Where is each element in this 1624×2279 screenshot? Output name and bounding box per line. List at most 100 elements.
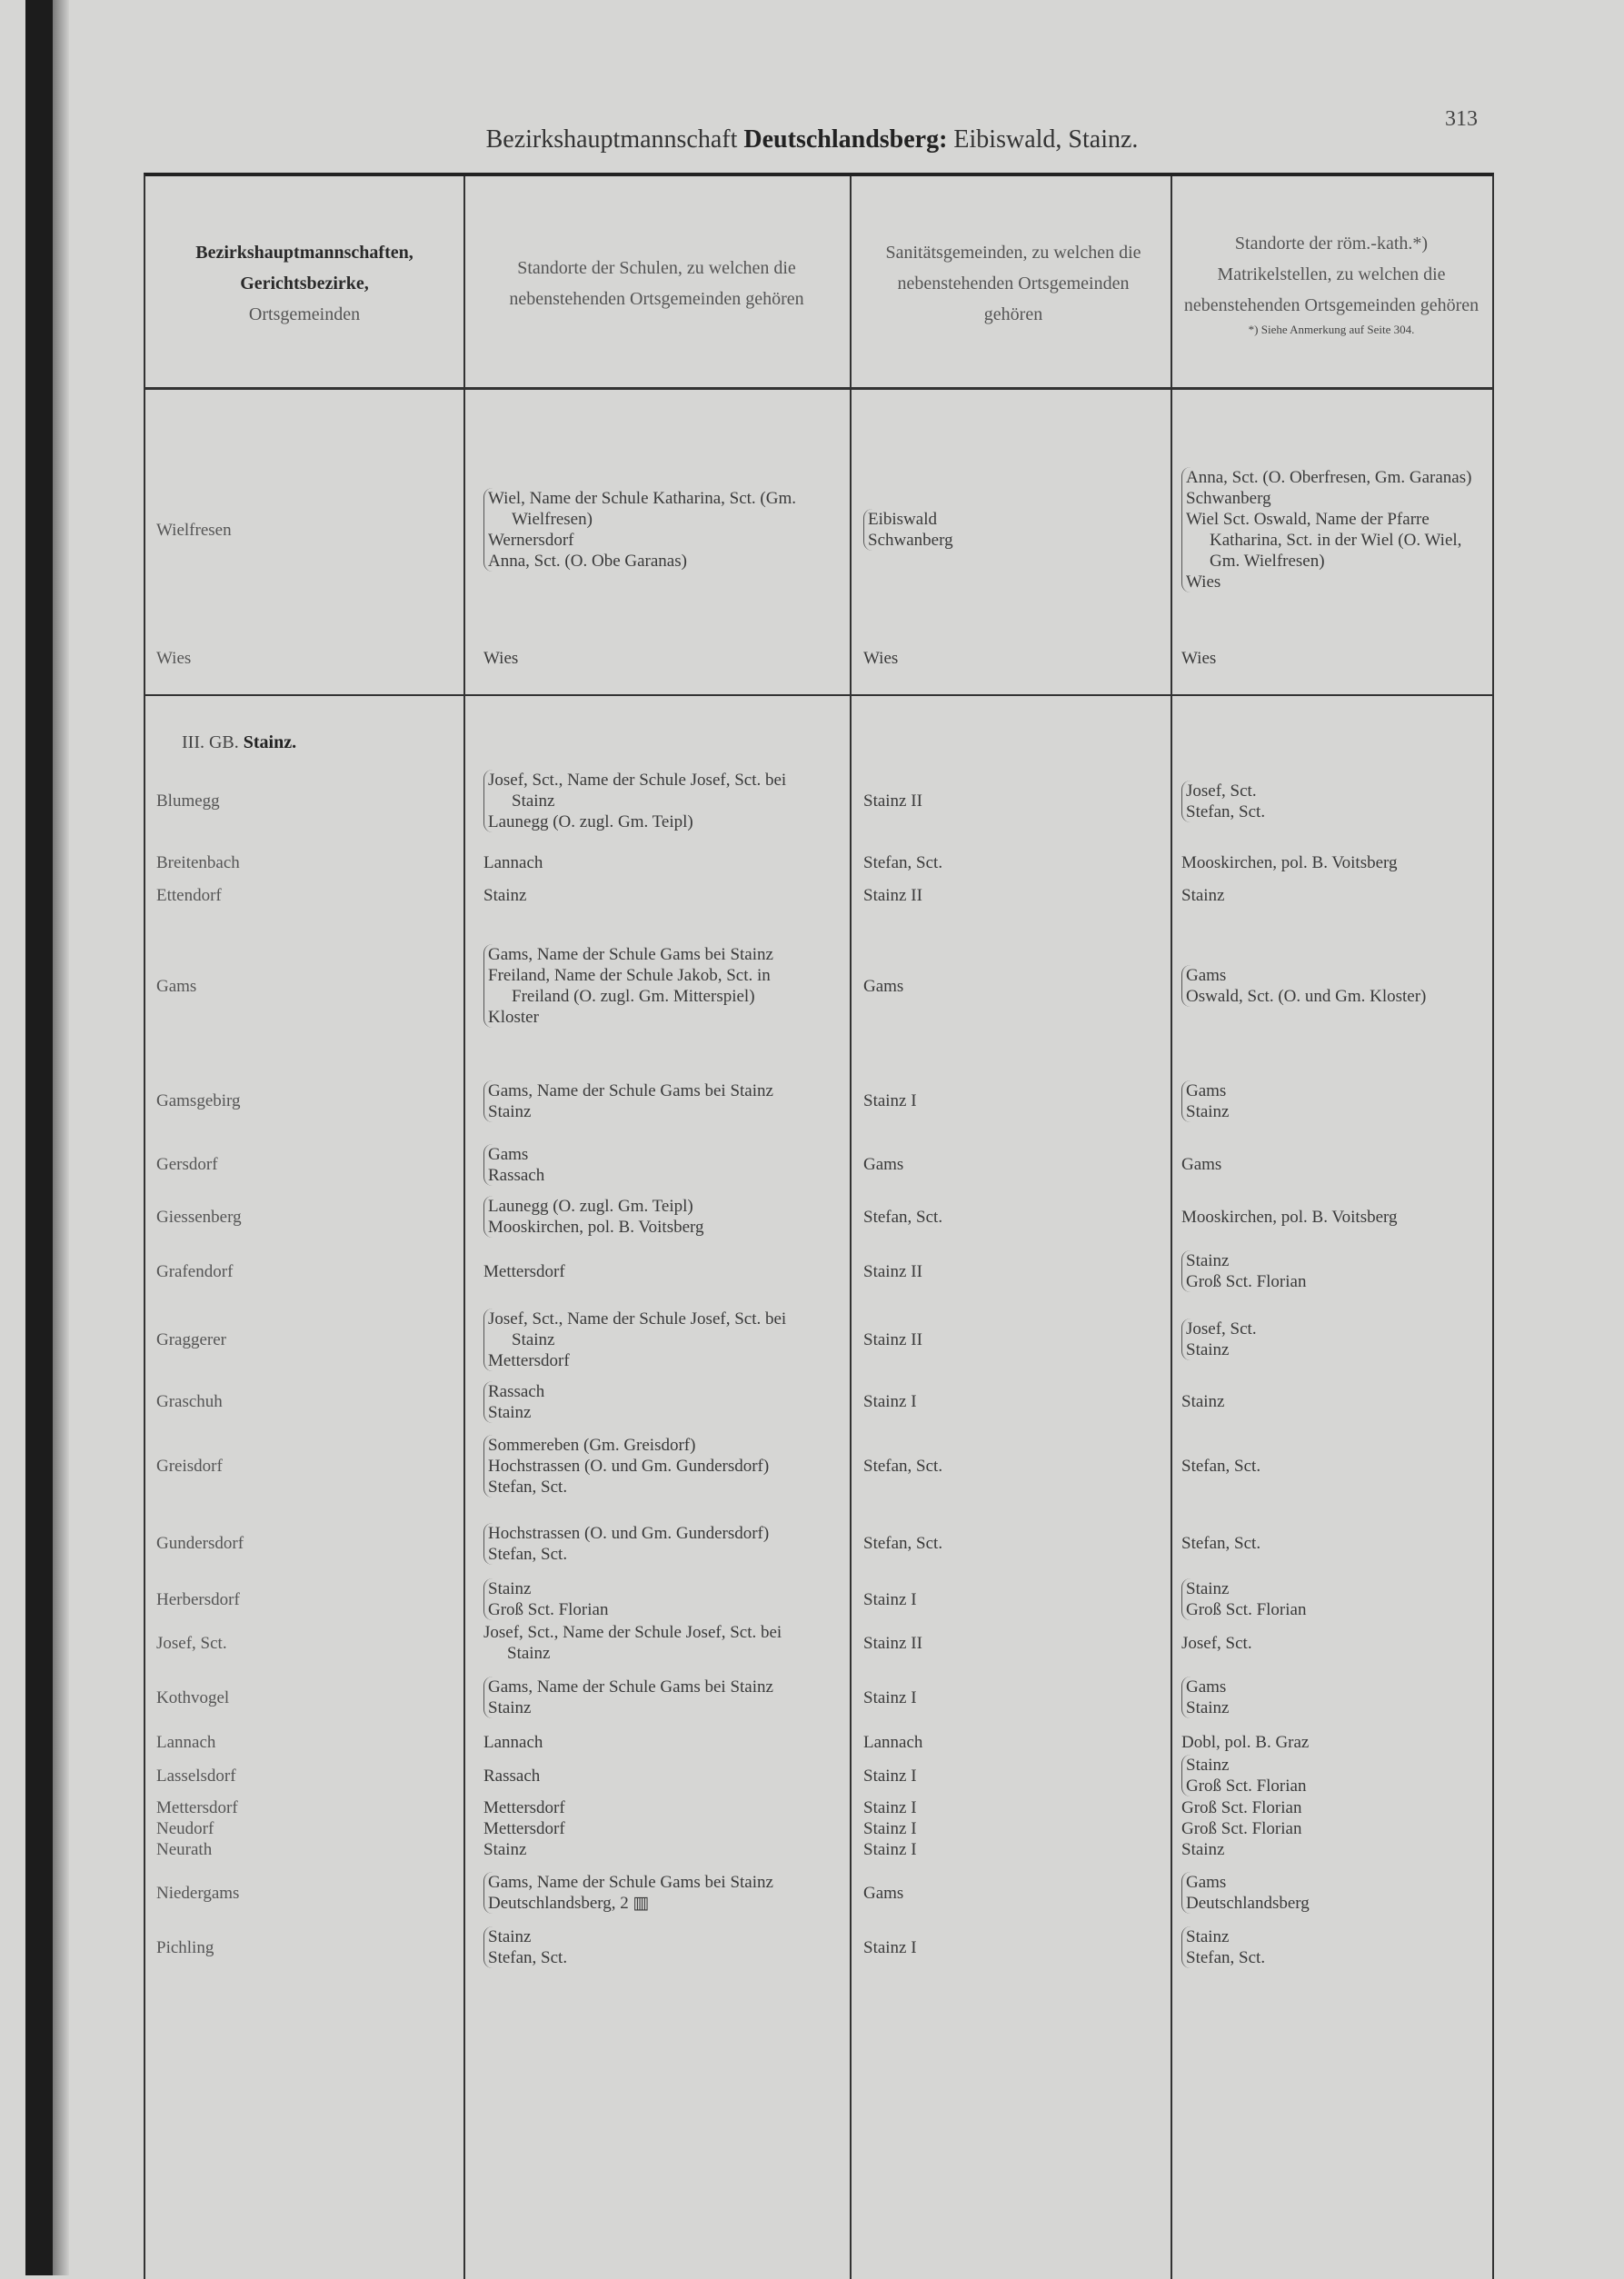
registry-cell-group: Gams Oswald, Sct. (O. und Gm. Kloster) — [1181, 965, 1481, 1007]
school-cell-group: Mettersdorf — [483, 1261, 829, 1282]
municipality-cell: Blumegg — [156, 758, 447, 844]
entry: Stainz II — [863, 885, 922, 905]
registry-cell: Gams — [1181, 1140, 1481, 1189]
sanitary-cell-group: Stainz I — [863, 1090, 1163, 1111]
municipality-name: Gersdorf — [156, 1155, 218, 1174]
municipality-cell: Mettersdorf — [156, 1797, 447, 1818]
sanitary-cell: Stainz I — [863, 1665, 1163, 1730]
school-cell: Josef, Sct., Name der Schule Josef, Sct.… — [483, 1299, 829, 1380]
school-cell-group: Stainz Groß Sct. Florian — [483, 1578, 829, 1620]
municipality-name: Wielfresen — [156, 520, 232, 540]
municipality-cell: Lasselsdorf — [156, 1754, 447, 1797]
sanitary-cell: Stainz I — [863, 1797, 1163, 1818]
registry-cell: Gams Stainz — [1181, 1062, 1481, 1140]
entry: Anna, Sct. (O. Oberfresen, Gm. Garanas) — [1186, 468, 1472, 487]
sanitary-cell-group: Stainz I — [863, 1766, 1163, 1786]
registry-cell: Groß Sct. Florian — [1181, 1818, 1481, 1839]
school-cell: Josef, Sct., Name der Schule Josef, Sct.… — [483, 758, 829, 844]
table-row: Gersdorf Gams Rassach Gams Gams — [145, 1140, 1492, 1189]
school-cell: Mettersdorf — [483, 1818, 829, 1839]
entry: Oswald, Sct. (O. und Gm. Kloster) — [1186, 987, 1427, 1006]
sanitary-cell-group: Stefan, Sct. — [863, 1207, 1163, 1228]
registry-cell-group: Mooskirchen, pol. B. Voitsberg — [1181, 1207, 1481, 1228]
entry: Stainz I — [863, 1798, 917, 1817]
entry: Deutschlandsberg, 2 ▥ — [488, 1894, 650, 1913]
municipality-cell-group: Graggerer — [156, 1329, 447, 1350]
entry: Lannach — [483, 1732, 543, 1752]
municipality-cell: Grafendorf — [156, 1244, 447, 1299]
municipality-cell-group: Mettersdorf — [156, 1797, 447, 1818]
sanitary-cell-group: Eibiswald Schwanberg — [863, 509, 1163, 551]
registry-cell-group: Stainz — [1181, 1391, 1481, 1412]
municipality-cell: Gamsgebirg — [156, 1062, 447, 1140]
sanitary-cell-group: Stainz I — [863, 1589, 1163, 1610]
municipality-name: Grafendorf — [156, 1261, 234, 1281]
sanitary-cell-group: Stainz II — [863, 1329, 1163, 1350]
table-row: Greisdorf Sommereben (Gm. Greisdorf) Hochs… — [145, 1423, 1492, 1509]
municipality-cell: Ettendorf — [156, 881, 447, 910]
municipality-cell: Gersdorf — [156, 1140, 447, 1189]
entry: Schwanberg — [1186, 489, 1271, 508]
municipality-cell-group: Giessenberg — [156, 1207, 447, 1228]
sanitary-cell: Stefan, Sct. — [863, 1423, 1163, 1509]
school-cell: Gams Rassach — [483, 1140, 829, 1189]
section-rule — [145, 694, 1492, 696]
municipality-cell: Neurath — [156, 1839, 447, 1860]
municipality-cell: Kothvogel — [156, 1665, 447, 1730]
entry: Wies — [1186, 572, 1221, 592]
municipality-cell-group: Kothvogel — [156, 1687, 447, 1708]
municipality-cell: Pichling — [156, 1926, 447, 1969]
entry: Groß Sct. Florian — [488, 1600, 609, 1619]
school-cell-group: Sommereben (Gm. Greisdorf) Hochstrassen (… — [483, 1435, 829, 1498]
column-divider — [850, 176, 852, 2279]
entry: Stainz I — [863, 1091, 917, 1110]
municipality-name: Niedergams — [156, 1883, 240, 1903]
header-col2-text: Standorte der Schulen, zu welchen die ne… — [509, 258, 804, 309]
registry-cell: Stainz Groß Sct. Florian — [1181, 1577, 1481, 1621]
school-cell: Stainz — [483, 1839, 829, 1860]
header-col1-line1: Bezirkshauptmannschaften, — [195, 243, 413, 263]
municipality-name: Ettendorf — [156, 885, 222, 905]
entry: Stainz — [488, 1579, 532, 1598]
municipality-cell-group: Blumegg — [156, 791, 447, 811]
municipality-cell: Gams — [156, 910, 447, 1062]
registry-cell-group: Gams Stainz — [1181, 1080, 1481, 1122]
registry-cell-group: Mooskirchen, pol. B. Voitsberg — [1181, 852, 1481, 873]
entry: Mooskirchen, pol. B. Voitsberg — [488, 1218, 704, 1237]
school-cell-group: Rassach Stainz — [483, 1380, 829, 1423]
municipality-cell: Niedergams — [156, 1860, 447, 1926]
registry-cell-group: Anna, Sct. (O. Oberfresen, Gm. Garanas) S… — [1181, 467, 1481, 592]
entry: Stainz I — [863, 1937, 917, 1957]
entry: Mettersdorf — [483, 1798, 565, 1817]
municipality-cell-group: Lasselsdorf — [156, 1766, 447, 1786]
registry-cell: Stainz — [1181, 881, 1481, 910]
school-cell-group: Lannach — [483, 1732, 829, 1753]
sanitary-cell-group: Stefan, Sct. — [863, 852, 1163, 873]
registry-cell: Josef, Sct. Stefan, Sct. — [1181, 758, 1481, 844]
sanitary-cell: Eibiswald Schwanberg — [863, 426, 1163, 633]
municipality-cell: Gundersdorf — [156, 1509, 447, 1577]
school-cell-group: Josef, Sct., Name der Schule Josef, Sct.… — [483, 1308, 829, 1371]
sanitary-cell: Stainz I — [863, 1577, 1163, 1621]
entry: Stefan, Sct. — [488, 1478, 568, 1497]
registry-cell-group: Josef, Sct. Stainz — [1181, 1319, 1481, 1360]
table-row: Gams Gams, Name der Schule Gams bei Stain… — [145, 910, 1492, 1062]
entry: Gams — [1186, 1677, 1227, 1697]
entry: Stainz I — [863, 1840, 917, 1859]
sanitary-cell-group: Wies — [863, 648, 1163, 669]
column-divider — [463, 176, 465, 2279]
entry: Rassach — [488, 1165, 545, 1185]
table-row: Neudorf Mettersdorf Stainz I Groß Sct. Flor… — [145, 1818, 1492, 1839]
school-cell-group: Hochstrassen (O. und Gm. Gundersdorf) Ste… — [483, 1522, 829, 1565]
registry-cell: Gams Deutschlandsberg — [1181, 1860, 1481, 1926]
registry-cell: Anna, Sct. (O. Oberfresen, Gm. Garanas) S… — [1181, 426, 1481, 633]
entry: Stefan, Sct. — [1186, 1948, 1266, 1967]
municipality-name: Neurath — [156, 1840, 213, 1859]
registry-cell-group: Stainz — [1181, 1839, 1481, 1860]
school-cell-group: Gams, Name der Schule Gams bei Stainz Sta… — [483, 1080, 829, 1122]
municipality-name: Neudorf — [156, 1819, 214, 1838]
sanitary-cell: Stainz II — [863, 1299, 1163, 1380]
entry: Gams — [1186, 1873, 1227, 1892]
entry: Wernersdorf — [488, 531, 574, 550]
municipality-cell-group: Gamsgebirg — [156, 1090, 447, 1111]
